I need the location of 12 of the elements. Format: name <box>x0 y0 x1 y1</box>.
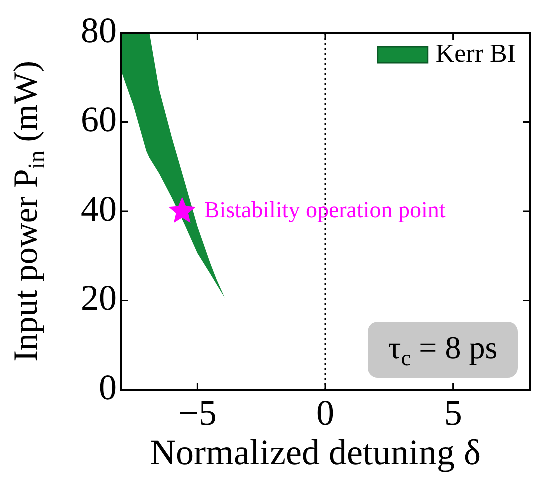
y-tick-label: 60 <box>81 100 117 140</box>
y-tick-label: 20 <box>81 278 117 318</box>
x-axis-title: Normalized detuning δ <box>150 432 481 472</box>
x-tick-label: 5 <box>444 393 462 434</box>
y-tick-label: 40 <box>81 188 117 229</box>
annotation: Bistability operation point <box>204 198 446 223</box>
y-tick-label: 0 <box>99 367 117 408</box>
y-axis-title: Input power Pin (mW) <box>8 61 50 362</box>
y-tick-label: 80 <box>81 10 117 50</box>
legend-label: Kerr BI <box>436 38 516 68</box>
x-tick-label: −5 <box>178 393 217 434</box>
x-tick-label: 0 <box>316 393 334 434</box>
